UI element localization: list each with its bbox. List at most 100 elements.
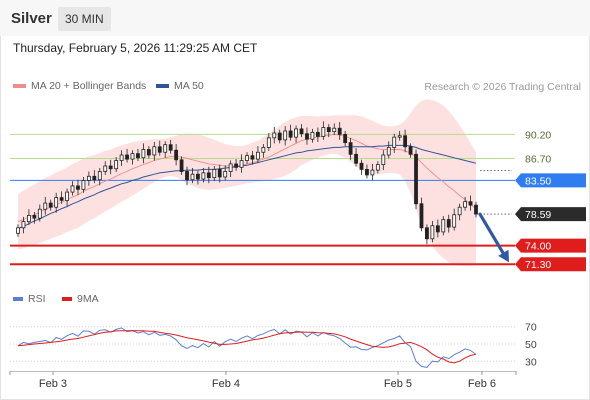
ma50-line	[17, 144, 477, 229]
candle-41	[239, 154, 244, 173]
candle-body-12	[81, 180, 86, 190]
candle-8	[59, 191, 64, 204]
candle-body-16	[103, 165, 108, 172]
candle-31	[185, 166, 189, 186]
candle-30	[179, 156, 184, 175]
candle-69	[392, 133, 397, 153]
candle-body-26	[157, 146, 162, 153]
candle-body-34	[201, 172, 206, 180]
candle-body-17	[108, 165, 113, 170]
candle-40	[234, 159, 238, 171]
x-axis: Feb 3 Feb 4 Feb 5 Feb 6	[9, 371, 517, 390]
candle-body-69	[392, 136, 397, 148]
rsi-ma-line	[17, 330, 477, 364]
bollinger-band	[18, 99, 476, 266]
candle-43	[250, 150, 255, 165]
candle-body-52	[299, 128, 304, 135]
candle-64	[365, 164, 369, 179]
timeframe-button[interactable]: 30 MIN	[58, 7, 111, 31]
legend-swatch-rsi	[13, 297, 23, 302]
candle-body-84	[474, 204, 478, 215]
candle-24	[146, 146, 151, 159]
legend-label-bollinger: MA 20 + Bollinger Bands	[31, 80, 147, 92]
candle-61	[348, 137, 353, 160]
level-tag-5	[515, 257, 586, 272]
candle-48	[277, 129, 282, 144]
forecast-arrow-shaft	[478, 212, 507, 258]
candle-3	[32, 212, 37, 224]
candle-body-73	[414, 153, 418, 205]
candle-body-77	[435, 225, 440, 233]
candle-34	[201, 168, 206, 183]
candle-body-72	[408, 146, 413, 155]
candle-79	[446, 214, 451, 233]
level-tag-3	[515, 207, 586, 222]
candle-26	[157, 140, 162, 156]
candle-body-42	[245, 155, 249, 161]
candle-15	[97, 168, 102, 186]
candle-body-37	[217, 169, 222, 178]
candle-body-8	[59, 197, 64, 201]
candle-29	[174, 144, 179, 166]
candle-body-83	[468, 201, 473, 206]
candle-body-54	[310, 131, 315, 140]
legend-rsi: RSI	[13, 293, 46, 305]
candle-body-21	[130, 153, 135, 160]
candle-body-25	[152, 146, 157, 156]
chart-header: Silver 30 MIN	[0, 0, 590, 36]
candle-36	[212, 165, 217, 182]
candle-body-3	[32, 215, 37, 219]
candle-body-20	[125, 154, 129, 160]
candle-68	[386, 141, 391, 159]
candle-83	[468, 195, 473, 211]
candle-0	[16, 224, 20, 237]
candle-77	[435, 219, 440, 238]
candle-body-1	[21, 221, 26, 229]
candle-5	[43, 196, 48, 215]
candle-body-47	[272, 132, 277, 139]
candle-body-48	[277, 132, 282, 141]
candle-28	[168, 139, 173, 154]
candle-13	[86, 171, 91, 186]
candle-71	[403, 129, 408, 153]
candle-body-74	[419, 203, 424, 229]
candle-80	[452, 208, 457, 231]
legend-swatch-rsi-ma	[62, 297, 72, 302]
candle-67	[381, 150, 386, 171]
candle-body-44	[256, 151, 260, 160]
candle-body-7	[54, 197, 59, 208]
candle-body-57	[326, 127, 331, 133]
legend-label-ma50: MA 50	[174, 80, 204, 92]
candle-1	[21, 216, 26, 234]
level-tag-4	[515, 238, 586, 253]
candle-65	[370, 163, 375, 181]
level-label-1: 86.70	[525, 153, 551, 165]
forecast-arrow-head	[498, 249, 509, 263]
candle-20	[125, 148, 129, 163]
legend-ma50: MA 50	[156, 80, 204, 92]
candle-body-23	[141, 149, 146, 159]
candle-body-70	[397, 135, 402, 138]
candle-2	[27, 209, 31, 226]
candle-body-9	[65, 191, 69, 201]
candle-body-36	[212, 169, 217, 179]
candle-body-71	[403, 135, 408, 148]
price-layer: 90.20 86.70 83.50 78.59 74.00 71.30	[10, 99, 586, 272]
candle-14	[92, 170, 97, 184]
candle-76	[430, 220, 435, 243]
candle-body-33	[196, 173, 200, 180]
candle-16	[103, 161, 108, 175]
candle-body-79	[446, 219, 451, 228]
level-label-0: 90.20	[525, 129, 551, 141]
legend-swatch-ma50	[156, 84, 169, 89]
candle-42	[245, 152, 249, 164]
candle-body-67	[381, 154, 386, 166]
rsi-tick-label-2: 30	[525, 356, 537, 368]
candle-body-27	[163, 144, 168, 153]
candle-9	[65, 188, 69, 206]
candle-body-40	[234, 163, 238, 168]
level-label-5: 71.30	[525, 259, 551, 271]
candle-6	[48, 199, 53, 211]
candle-body-50	[288, 130, 293, 138]
